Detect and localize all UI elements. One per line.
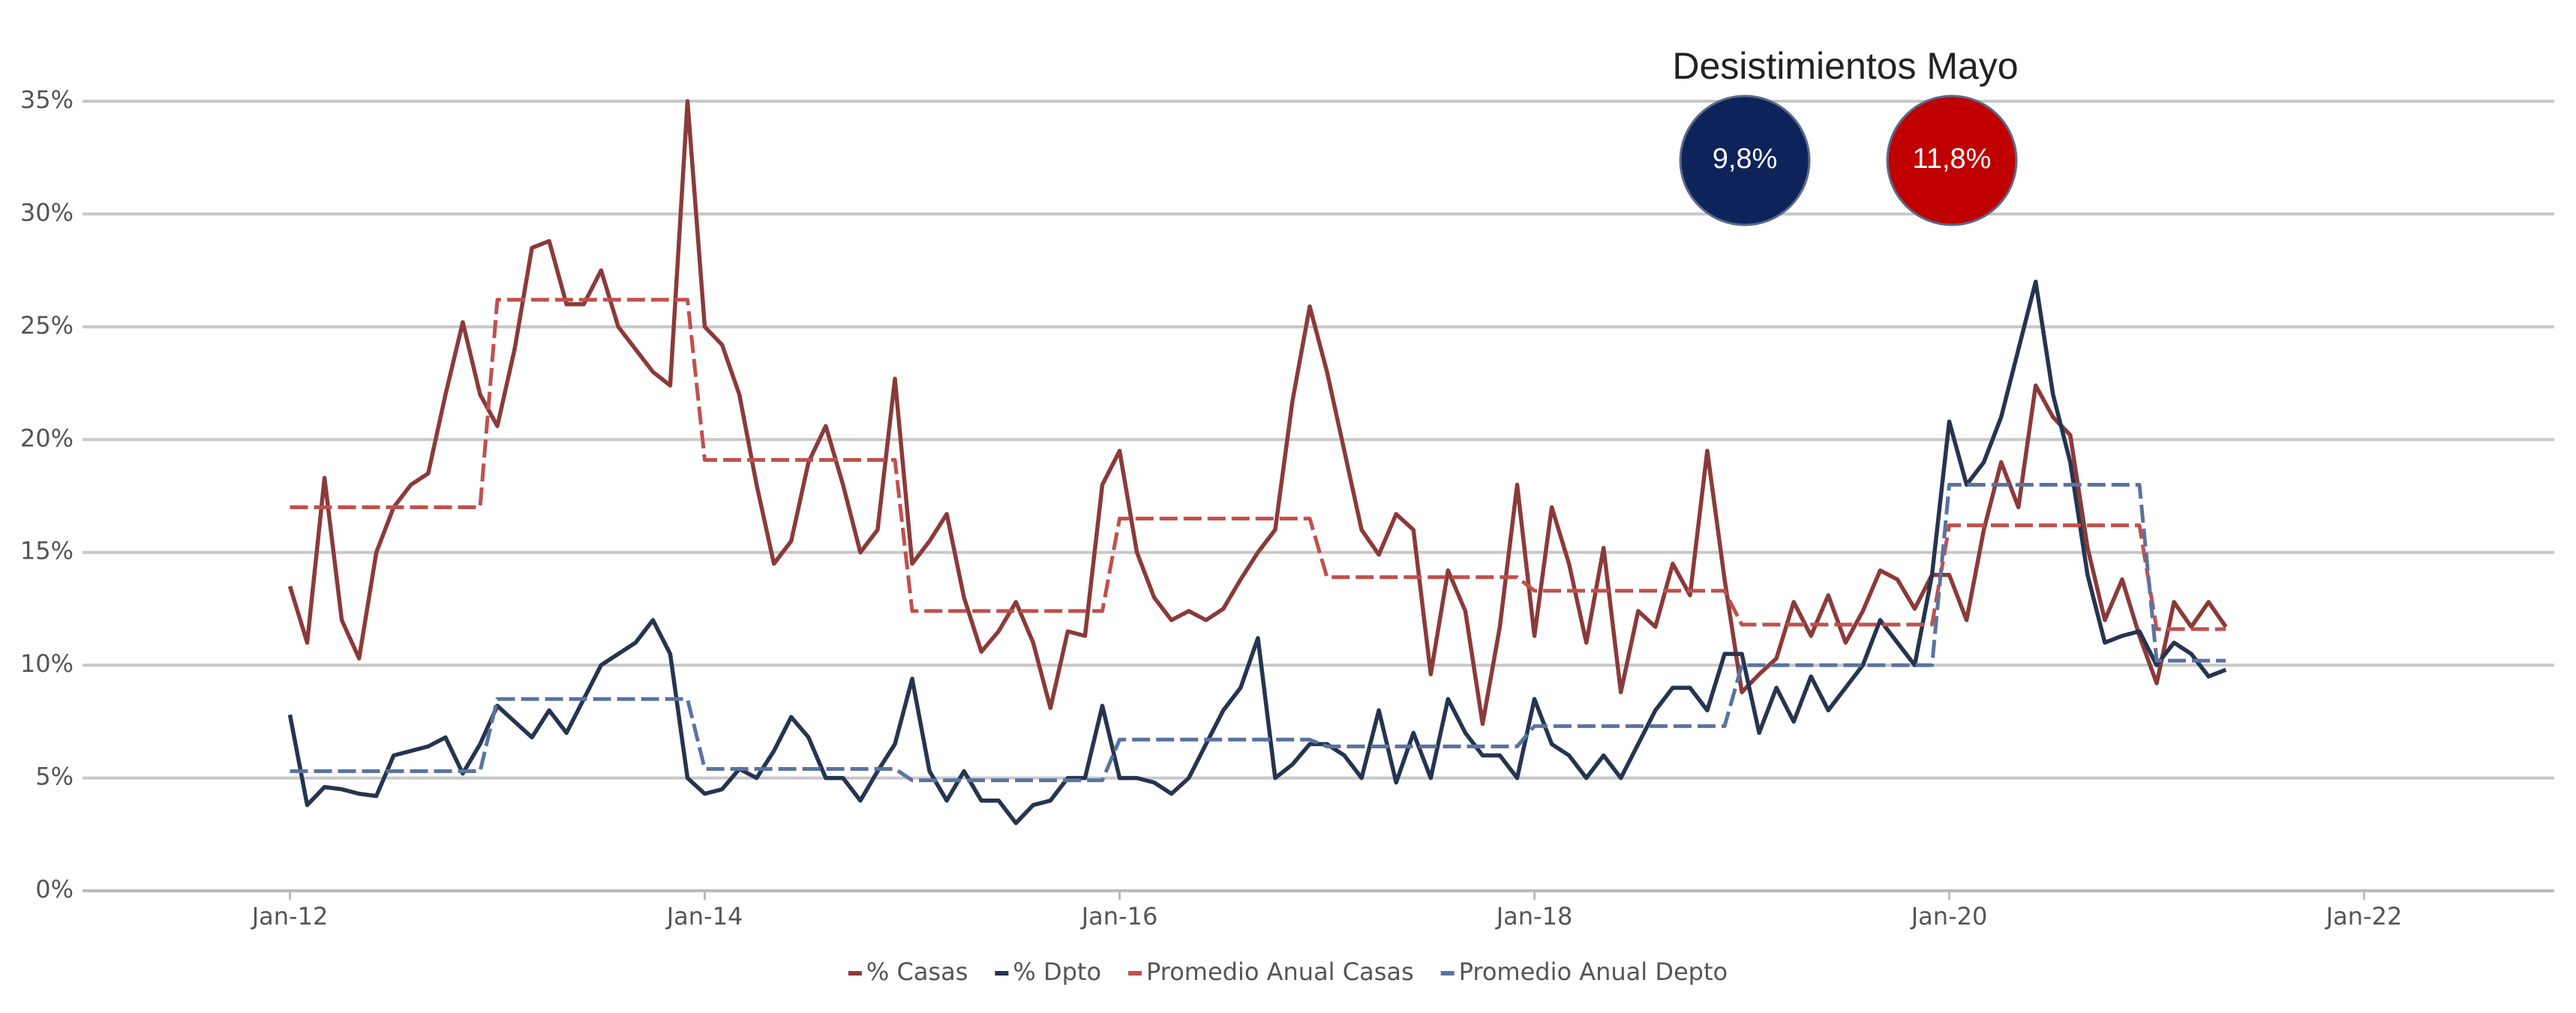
x-tick-label: Jan-16 [1080,902,1158,931]
legend: % Casas % Dpto Promedio Anual Casas Promedi… [848,958,1728,986]
x-tick-label: Jan-14 [665,902,743,931]
y-tick-label: 10% [20,649,74,678]
y-tick-label: 5% [35,763,74,791]
series-line [287,279,2227,826]
y-tick-label: 0% [35,875,74,904]
x-tick-label: Jan-18 [1495,902,1573,931]
x-tick-label: Jan-12 [251,902,329,931]
y-tick-label: 25% [20,311,74,340]
series-line [290,483,2226,783]
legend-label: Promedio Anual Depto [1459,958,1728,986]
badge-label: 9,8% [1713,143,1778,175]
annotation-title: Desistimientos Mayo [1672,45,2018,87]
legend-label: % Dpto [1013,958,1101,986]
x-tick-label: Jan-20 [1910,902,1988,931]
y-tick-label: 20% [20,424,74,452]
y-tick-label: 15% [20,537,74,565]
badge [1886,94,2018,226]
legend-label: Promedio Anual Casas [1146,958,1414,986]
series-line [290,298,2226,631]
series-line [287,99,2228,727]
legend-label: % Casas [866,958,968,986]
y-tick-label: 35% [20,85,74,114]
badge-label: 11,8% [1913,143,1992,175]
y-tick-label: 30% [20,198,74,226]
badge [1679,94,1811,226]
x-tick-label: Jan-22 [2325,902,2403,931]
